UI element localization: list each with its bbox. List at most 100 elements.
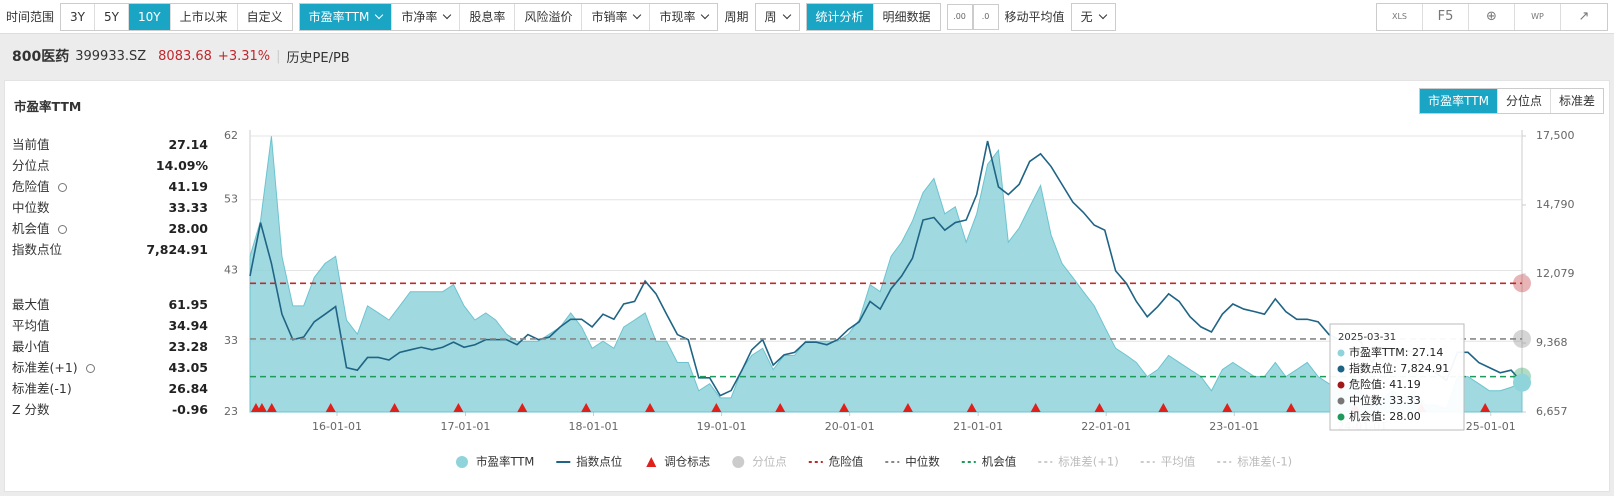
ma-group: 无 (1070, 2, 1116, 31)
ma-select[interactable]: 无 (1072, 4, 1115, 30)
x-tick-label: 17-01-01 (440, 420, 490, 433)
y2-tick-label: 12,079 (1536, 267, 1575, 280)
stat-value: 41.19 (168, 179, 208, 194)
view-button[interactable]: 统计分析 (806, 3, 874, 30)
stat-value: 26.84 (168, 381, 208, 396)
tooltip-row: 机会值: 28.00 (1349, 409, 1421, 423)
gear-icon[interactable] (57, 183, 67, 192)
stat-value: 27.14 (168, 137, 208, 152)
stat-cell: 分位点 (12, 155, 50, 176)
stat-label: 标准差(+1) (12, 360, 78, 375)
pe-area (249, 136, 1523, 413)
stat-label: 分位点 (12, 158, 50, 173)
rebalance-marker (1094, 403, 1105, 412)
legend-symbol (456, 456, 468, 468)
stat-value: 28.00 (168, 221, 208, 236)
reference-handle (1513, 274, 1531, 293)
stats-row: 分位点 14.09% (12, 155, 208, 176)
gear-icon[interactable] (57, 225, 67, 234)
range-button[interactable]: 自定义 (246, 9, 283, 24)
index-change: +3.31% (217, 48, 271, 64)
x-tick-label: 22-01-01 (1081, 420, 1131, 433)
header: 800医药 399933.SZ 8083.68 +3.31% | 历史PE/PB (12, 46, 350, 66)
stats-row: 最小值 23.28 (12, 336, 208, 357)
period-select[interactable]: 周 (756, 4, 799, 30)
current-point (1513, 373, 1531, 392)
x-tick-label: 21-01-01 (953, 420, 1003, 433)
panel-title: 市盈率TTM (14, 99, 82, 114)
index-price: 8083.68 (158, 48, 212, 64)
rebalance-marker (517, 403, 528, 412)
legend-label: 指数点位 (576, 455, 622, 469)
metric-button[interactable]: 市现率 (650, 4, 717, 30)
stat-label: 标准差(-1) (12, 381, 72, 396)
index-line (249, 140, 1523, 397)
stats-row: 平均值 34.94 (12, 315, 208, 336)
tooltip-dot (1337, 413, 1345, 421)
y-tick-label: 33 (224, 334, 238, 347)
legend-label: 机会值 (982, 455, 1017, 469)
panel-tab[interactable]: 市盈率TTM (1420, 89, 1498, 113)
rebalance-marker (1030, 403, 1041, 412)
range-button[interactable]: 10Y (128, 3, 171, 30)
tooltip-row: 危险值: 41.19 (1349, 377, 1421, 391)
tooltip-date: 2025-03-31 (1338, 332, 1396, 343)
y-tick-label: 23 (224, 405, 238, 418)
history-link[interactable]: 历史PE/PB (286, 50, 350, 66)
wp-icon[interactable]: WP (1515, 3, 1561, 30)
range-button[interactable]: 5Y (95, 3, 129, 30)
stats-row: 危险值 41.19 (12, 176, 208, 197)
period-label: 周期 (724, 10, 749, 24)
decimal-icon[interactable]: .0 (972, 3, 999, 30)
stats-row: 当前值 27.14 (12, 134, 208, 155)
metric-button[interactable]: 市盈率TTM (299, 3, 393, 30)
zoom-icon[interactable]: ⊕ (1469, 3, 1515, 30)
stats-row: Z 分数 -0.96 (12, 399, 208, 420)
x-tick-label: 18-01-01 (569, 420, 619, 433)
y2-tick-label: 17,500 (1536, 129, 1575, 142)
rebalance-marker (775, 403, 786, 412)
export-icon[interactable]: XLS (1377, 3, 1423, 30)
share-icon[interactable]: ↗ (1578, 9, 1590, 24)
range-group: 3Y 5Y 10Y 上市以来 自定义 (60, 2, 293, 31)
refresh-button[interactable]: F5 (1423, 3, 1469, 30)
view-group: 统计分析 明细数据 (805, 2, 941, 31)
toolbar: 时间范围 3Y 5Y 10Y 上市以来 自定义 市盈率TTM 市净率 股息率 风… (0, 0, 1614, 34)
stat-label: 最大值 (12, 297, 50, 312)
gear-icon[interactable] (85, 364, 95, 373)
rebalance-marker (325, 403, 336, 412)
metric-button[interactable]: 市净率 (392, 3, 461, 30)
reference-handle (1513, 329, 1531, 348)
x-tick-label: 19-01-01 (697, 420, 747, 433)
rebalance-marker (645, 403, 656, 412)
decimal-icon[interactable]: .00 (946, 3, 973, 30)
legend-label: 市盈率TTM (476, 455, 534, 469)
stat-cell: 当前值 (12, 134, 50, 155)
tooltip-dot (1337, 397, 1345, 405)
range-button[interactable]: 3Y (61, 3, 95, 30)
stat-value: 14.09% (155, 158, 208, 173)
range-button[interactable]: 上市以来 (171, 3, 238, 30)
rebalance-marker (1158, 403, 1169, 412)
rebalance-marker (266, 403, 277, 412)
stats-row: 标准差(-1) 26.84 (12, 378, 208, 399)
metric-button[interactable]: 股息率 (460, 3, 516, 30)
panel-tab[interactable]: 分位点 (1498, 89, 1551, 113)
metric-group: 市盈率TTM 市净率 股息率 风险溢价 市销率 市现率 (298, 2, 719, 31)
stat-cell: 中位数 (12, 197, 50, 218)
stats-row: 机会值 28.00 (12, 218, 208, 239)
legend-symbol (732, 456, 745, 468)
view-button[interactable]: 明细数据 (882, 9, 931, 24)
x-tick-label: 23-01-01 (1209, 420, 1259, 433)
stat-cell: 危险值 (12, 176, 67, 197)
y-tick-label: 62 (224, 129, 238, 142)
rebalance-marker (711, 403, 722, 412)
legend-symbol (646, 457, 657, 467)
panel-tab[interactable]: 标准差 (1558, 94, 1595, 108)
panel-tabs: 市盈率TTM 分位点 标准差 (1419, 88, 1604, 114)
tooltip-dot (1337, 349, 1345, 357)
stats-row: 标准差(+1) 43.05 (12, 357, 208, 378)
rebalance-marker (389, 403, 400, 412)
tooltip-row: 指数点位: 7,824.91 (1349, 361, 1449, 375)
stat-value: 34.94 (168, 318, 208, 333)
